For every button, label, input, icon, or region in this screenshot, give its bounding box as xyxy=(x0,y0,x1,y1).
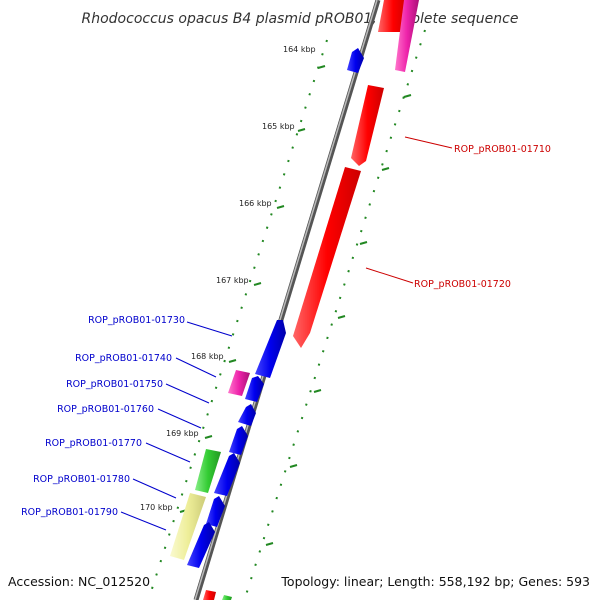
kbp-label: 168 kbp xyxy=(191,352,224,361)
major-tick xyxy=(317,65,326,69)
gene-arrow-01760[interactable] xyxy=(238,404,256,426)
kbp-label: 166 kbp xyxy=(239,199,272,208)
gene-arrow-partial-green[interactable] xyxy=(222,595,232,600)
gene-arrow-01700[interactable] xyxy=(378,0,408,32)
gene-arrow-01740[interactable] xyxy=(228,370,250,396)
gene-arrow-01730[interactable] xyxy=(255,320,286,378)
label-leaders xyxy=(120,136,453,531)
gene-arrow-01750[interactable] xyxy=(245,376,264,402)
kbp-label: 164 kbp xyxy=(283,45,316,54)
gene-label-01760[interactable]: ROP_pROB01-01760 xyxy=(57,404,154,415)
major-tick xyxy=(265,542,274,546)
gene-label-01710[interactable]: ROP_pROB01-01710 xyxy=(454,144,551,155)
gene-arrow-partial-red[interactable] xyxy=(203,590,216,600)
major-tick xyxy=(403,94,412,98)
kbp-label: 169 kbp xyxy=(166,429,199,438)
major-tick xyxy=(228,359,237,363)
gene-arrow-green[interactable] xyxy=(195,449,221,493)
major-tick xyxy=(381,167,390,171)
accession-text: Accession: NC_012520 xyxy=(8,574,150,589)
gene-label-01750[interactable]: ROP_pROB01-01750 xyxy=(66,379,163,390)
gene-label-01780[interactable]: ROP_pROB01-01780 xyxy=(33,474,130,485)
major-tick xyxy=(289,464,298,468)
gene-label-01790[interactable]: ROP_pROB01-01790 xyxy=(21,507,118,518)
kbp-label: 165 kbp xyxy=(262,122,295,131)
gene-label-01720[interactable]: ROP_pROB01-01720 xyxy=(414,279,511,290)
map-title: Rhodococcus opacus B4 plasmid pROB01, co… xyxy=(82,11,519,27)
gene-label-01770[interactable]: ROP_pROB01-01770 xyxy=(45,438,142,449)
gene-arrow-magenta[interactable] xyxy=(395,0,419,72)
gene-arrow-01720[interactable] xyxy=(293,167,361,348)
major-tick xyxy=(359,241,368,245)
summary-text: Topology: linear; Length: 558,192 bp; Ge… xyxy=(280,574,590,589)
sequence-backbone xyxy=(193,0,381,600)
gene-arrow-01790[interactable] xyxy=(206,496,225,527)
gene-arrow-khaki[interactable] xyxy=(170,493,206,560)
gene-arrow-01710[interactable] xyxy=(351,85,384,166)
major-tick xyxy=(276,205,285,209)
gene-arrow-01700b[interactable] xyxy=(347,48,364,73)
kbp-ticks xyxy=(179,65,412,546)
gene-arrow-01780[interactable] xyxy=(214,453,240,496)
major-tick xyxy=(297,128,306,132)
kbp-label: 170 kbp xyxy=(140,503,173,512)
major-tick xyxy=(313,389,322,393)
major-tick xyxy=(253,282,262,286)
gene-arrow-01770[interactable] xyxy=(229,426,248,455)
right-tick-track xyxy=(245,29,426,596)
gene-arrow-blue-bottom[interactable] xyxy=(187,522,215,568)
major-tick xyxy=(204,435,213,439)
gene-label-01730[interactable]: ROP_pROB01-01730 xyxy=(88,315,185,326)
gene-label-01740[interactable]: ROP_pROB01-01740 xyxy=(75,353,172,364)
major-tick xyxy=(337,315,346,319)
kbp-label: 167 kbp xyxy=(216,276,249,285)
